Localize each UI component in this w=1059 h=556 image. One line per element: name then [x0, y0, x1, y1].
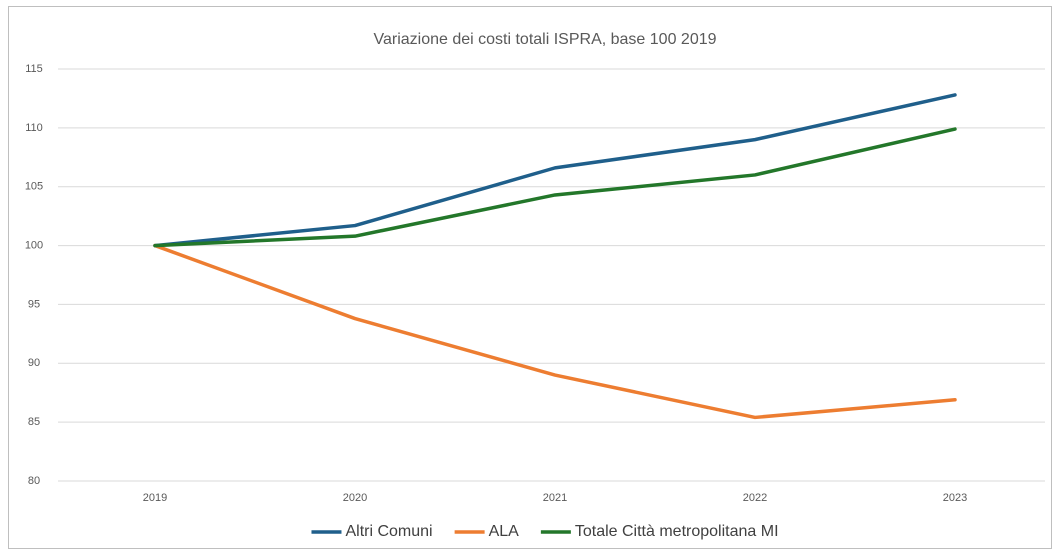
y-tick-label: 80 — [28, 475, 40, 487]
chart-frame — [8, 6, 1052, 549]
y-tick-label: 100 — [25, 239, 43, 251]
x-tick-label: 2020 — [343, 492, 367, 504]
x-tick-label: 2022 — [743, 492, 767, 504]
x-tick-label: 2021 — [543, 492, 567, 504]
chart-title: Variazione dei costi totali ISPRA, base … — [373, 31, 716, 48]
y-tick-label: 115 — [25, 63, 43, 75]
legend-label: ALA — [489, 523, 520, 540]
y-tick-label: 95 — [28, 298, 40, 310]
x-tick-label: 2019 — [143, 492, 167, 504]
line-series — [153, 93, 957, 248]
y-tick-label: 105 — [25, 181, 43, 193]
y-tick-label: 90 — [28, 357, 40, 369]
line-series — [153, 127, 957, 248]
y-tick-label: 85 — [28, 416, 40, 428]
y-tick-label: 110 — [25, 122, 43, 134]
x-tick-label: 2023 — [943, 492, 967, 504]
legend-label: Totale Città metropolitana MI — [575, 523, 779, 540]
legend: Altri Comuni ALA Totale Città metropolitan… — [311, 523, 779, 540]
line-series — [153, 243, 957, 420]
legend-label: Altri Comuni — [345, 523, 432, 540]
